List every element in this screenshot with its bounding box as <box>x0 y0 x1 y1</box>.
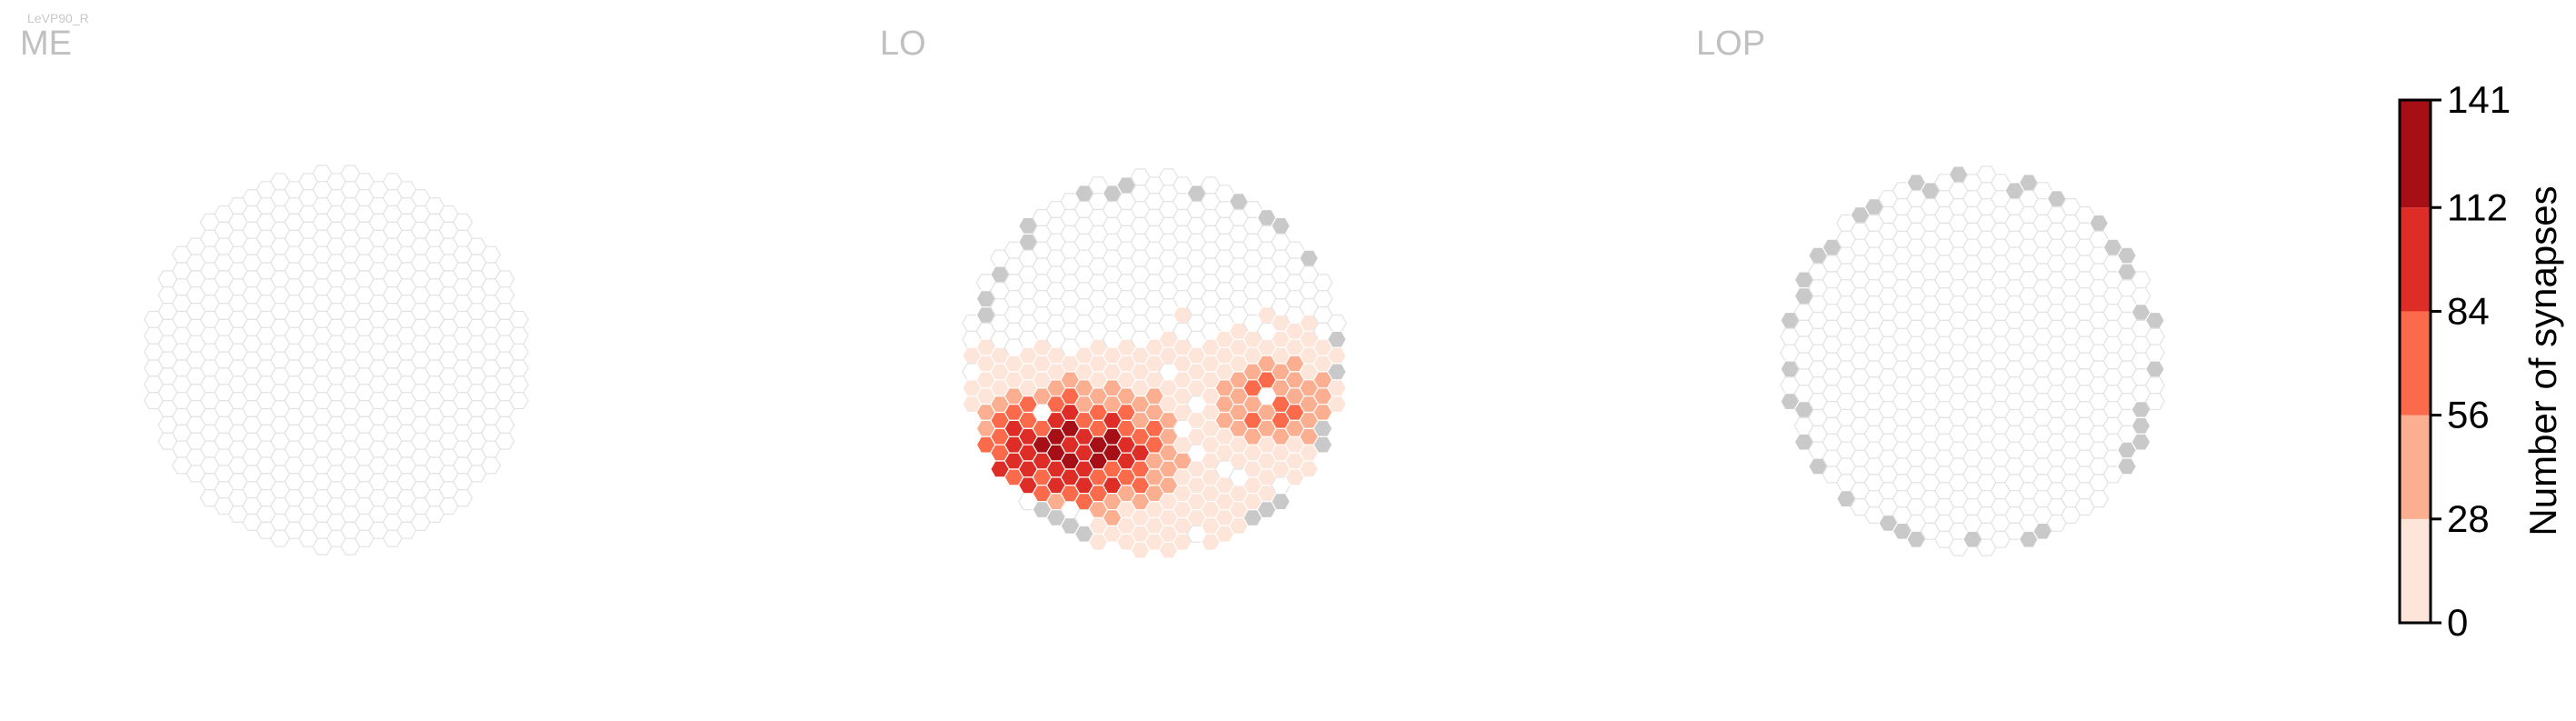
hex-cell <box>2089 214 2110 232</box>
hex-cells-me <box>144 165 529 556</box>
hex-cell <box>508 376 529 394</box>
colorbar-tick-label: 141 <box>2447 78 2511 121</box>
colorbar-tick-label: 112 <box>2447 185 2508 228</box>
colorbar-frame <box>2398 98 2432 625</box>
hex-cell <box>494 286 515 305</box>
hex-cell <box>1326 363 1347 381</box>
panel-title-me: ME <box>20 25 72 63</box>
hex-cells-lo <box>962 168 1347 559</box>
colorbar-bin <box>2400 207 2431 312</box>
hex-cells-lop <box>1780 165 2165 556</box>
hex-cell <box>1313 290 1333 308</box>
hex-cell <box>508 359 529 377</box>
hex-cell <box>2089 490 2110 508</box>
hex-cell <box>453 489 474 507</box>
hex-cell <box>1326 330 1347 348</box>
hex-cell <box>2144 327 2165 345</box>
hex-cell <box>2131 433 2152 451</box>
colorbar-bin <box>2400 518 2431 623</box>
hex-cell <box>508 326 529 345</box>
hex-cell <box>508 310 529 328</box>
colorbar: 0 28 56 84 112 141 Number of synapses <box>2398 78 2564 644</box>
hex-cell <box>1313 436 1333 454</box>
hex-cell <box>494 432 515 450</box>
hex-cell <box>2116 457 2137 476</box>
hex-cell <box>2131 287 2152 305</box>
colorbar-tick-label: 56 <box>2447 394 2490 436</box>
hex-cell <box>453 213 474 231</box>
colorbar-bin <box>2400 311 2431 416</box>
hex-cell <box>1313 419 1333 437</box>
colorbar-bins <box>2400 100 2431 623</box>
hex-cell <box>2131 416 2152 435</box>
hex-cell <box>2116 246 2137 265</box>
hex-cell <box>1271 216 1291 235</box>
colorbar-bin <box>2400 415 2431 519</box>
hex-cell <box>2144 311 2165 329</box>
hex-cell <box>508 392 529 410</box>
hex-cell <box>494 270 515 288</box>
hex-cell <box>1326 396 1347 414</box>
hex-cell <box>2144 393 2165 411</box>
panel-title-lop: LOP <box>1696 25 1765 63</box>
hex-cell <box>1271 493 1291 511</box>
hex-cell <box>2144 376 2165 395</box>
colorbar-tick-label: 84 <box>2447 289 2490 332</box>
colorbar-tick-label: 0 <box>2447 601 2468 644</box>
colorbar-bin <box>2400 100 2431 208</box>
hex-cell <box>2131 271 2152 289</box>
hex-cell <box>1326 379 1347 397</box>
figure-label: LeVP90_R <box>27 11 89 25</box>
colorbar-ticks: 0 28 56 84 112 141 <box>2431 78 2511 644</box>
colorbar-label: Number of synapses <box>2521 185 2564 536</box>
hex-cell <box>1299 460 1319 478</box>
hex-cell <box>1313 274 1333 292</box>
colorbar-tick-label: 28 <box>2447 497 2490 540</box>
hex-cell <box>2144 344 2165 362</box>
hex-cell <box>481 456 501 475</box>
hex-cell <box>1326 346 1347 365</box>
hex-cell <box>2144 360 2165 378</box>
hex-cell <box>1326 314 1347 332</box>
hex-cell <box>494 416 515 434</box>
panel-lop: LOP <box>1696 25 2165 556</box>
panel-title-lo: LO <box>880 25 926 63</box>
hex-cell <box>481 245 501 264</box>
panel-me: ME <box>20 25 529 556</box>
hex-cell <box>508 343 529 361</box>
hex-cell <box>1299 249 1319 267</box>
panel-lo: LO <box>880 25 1347 559</box>
